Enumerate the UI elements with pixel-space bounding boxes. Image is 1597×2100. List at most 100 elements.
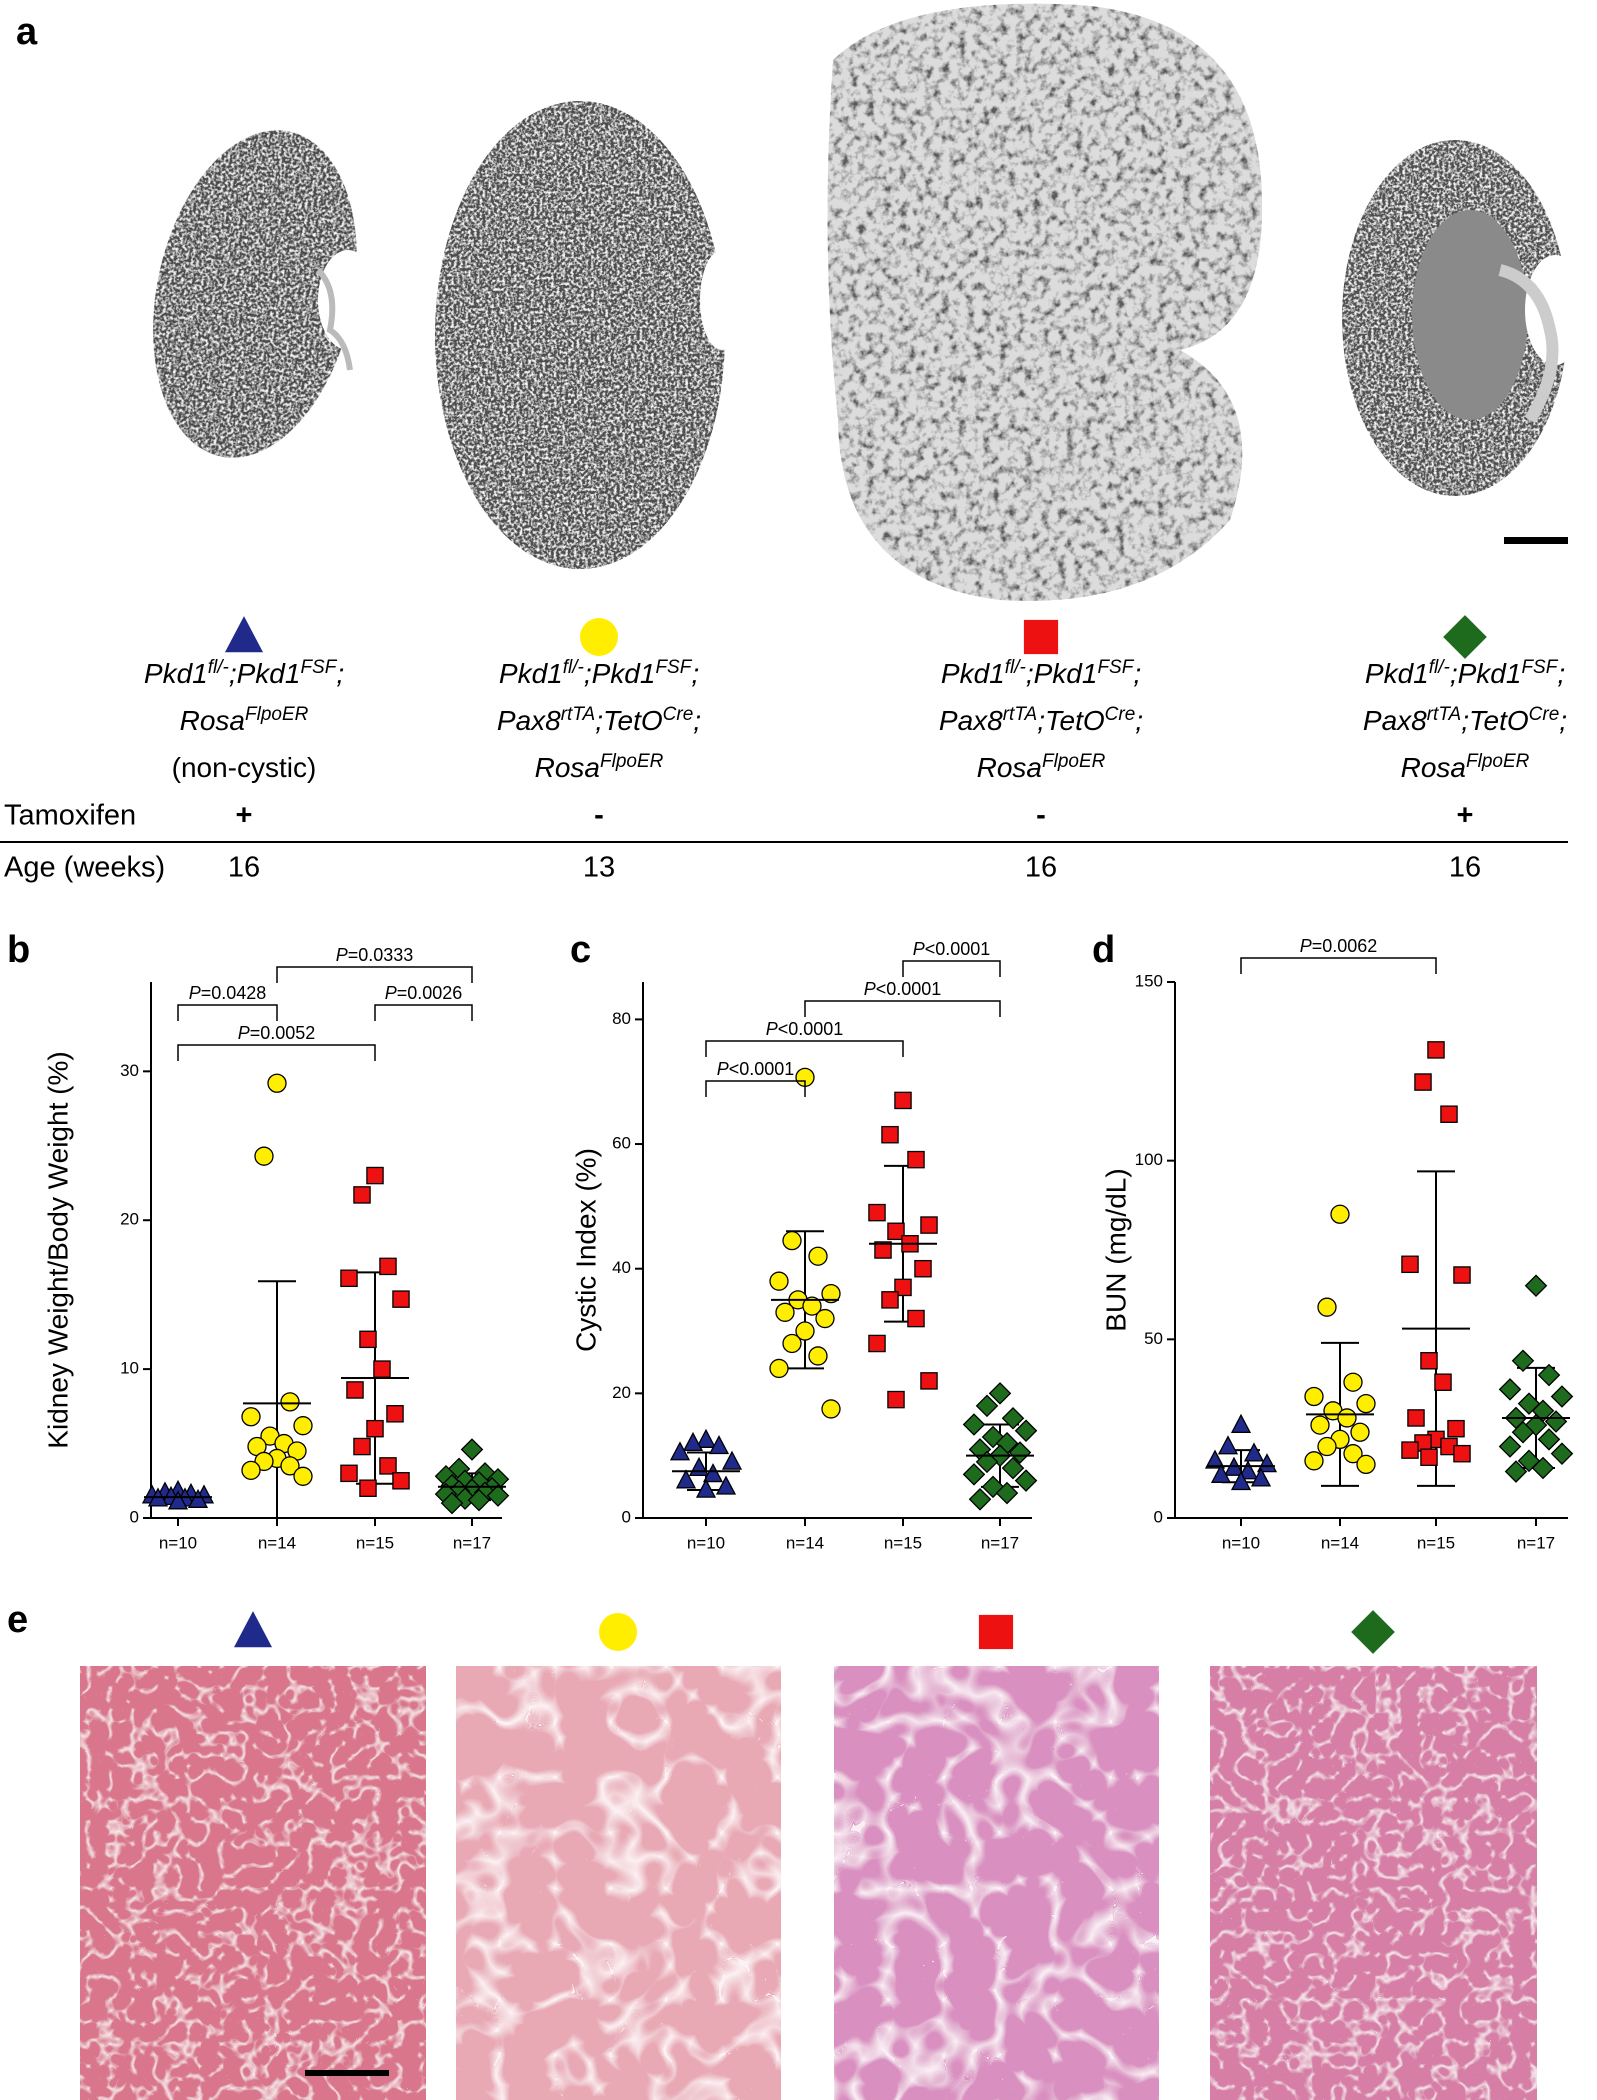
data-point [440, 1491, 464, 1515]
genotype-segment: ;TetO [1037, 705, 1104, 736]
y-tick-label: 0 [622, 1507, 631, 1526]
data-point [1511, 1349, 1535, 1373]
data-point [1427, 1041, 1445, 1059]
table-cell: - [594, 800, 604, 832]
p-value: P<0.0001 [864, 979, 942, 999]
p-text: <0.0001 [729, 1059, 795, 1079]
x-tick-label: n=17 [1517, 1533, 1555, 1552]
significance-bracket [1240, 957, 1437, 974]
data-point [187, 1488, 209, 1508]
significance-bracket [705, 1040, 904, 1057]
x-tick-label: n=17 [453, 1533, 491, 1552]
panel-label: a [16, 11, 38, 53]
data-point [874, 1241, 892, 1259]
genotype-segment: FlpoER [1466, 751, 1530, 772]
data-point [920, 1216, 938, 1234]
y-axis-label: BUN (mg/dL) [1100, 1168, 1131, 1331]
data-point [1337, 1408, 1357, 1428]
group-symbol [599, 1613, 637, 1651]
genotype-segment: rtTA [1003, 704, 1037, 725]
genotype-segment: Pax8 [1363, 705, 1427, 736]
x-tick-label: n=15 [1417, 1533, 1455, 1552]
genotype-line: RosaFlpoER [180, 704, 309, 737]
row-label: Age (weeks) [4, 852, 165, 884]
genotype-segment: Pkd1 [144, 658, 208, 689]
data-point [241, 1460, 261, 1481]
genotype-segment: FlpoER [600, 751, 664, 772]
p-symbol: P [717, 1059, 729, 1079]
data-point [1504, 1460, 1528, 1483]
genotype-segment: ;TetO [1461, 705, 1528, 736]
data-point [1230, 1470, 1252, 1491]
genotype-segment: Pax8 [939, 705, 1003, 736]
genotype-segment: ; [691, 658, 699, 689]
genotype-segment: FlpoER [245, 704, 309, 725]
p-text: =0.0333 [348, 945, 414, 965]
data-point [1356, 1394, 1376, 1414]
data-point [894, 1278, 912, 1297]
data-point [359, 1330, 377, 1349]
y-tick-label: 40 [612, 1258, 631, 1277]
genotype-segment: Rosa [1401, 752, 1466, 783]
genotype-segment: ; [1557, 658, 1565, 689]
genotype-segment: FSF [1521, 657, 1558, 678]
genotype-segment: Pkd1 [499, 658, 563, 689]
data-point [782, 1231, 802, 1251]
table-cell: 13 [583, 852, 615, 884]
genotype-segment: Rosa [180, 705, 245, 736]
plot-clip [687, 1164, 1019, 1491]
x-tick-label: n=14 [786, 1533, 824, 1552]
data-point [695, 1428, 717, 1448]
data-point [682, 1431, 704, 1452]
data-point [962, 1463, 986, 1486]
data-point [1511, 1420, 1535, 1444]
y-tick-label: 20 [120, 1210, 139, 1229]
p-text: =0.0062 [1312, 936, 1378, 956]
data-point [821, 1283, 841, 1304]
data-point [392, 1290, 410, 1308]
table-cell: + [1457, 800, 1474, 832]
data-point [1453, 1266, 1471, 1284]
genotype-line: Pkd1fl/-;Pkd1FSF; [144, 657, 344, 690]
data-point [1014, 1419, 1038, 1443]
x-tick-label: n=14 [258, 1533, 296, 1552]
genotype-segment: ;Pkd1 [1026, 658, 1098, 689]
row-label: Tamoxifen [4, 800, 136, 832]
data-point [1330, 1204, 1350, 1224]
genotype-segment: ;Pkd1 [584, 658, 656, 689]
data-point [1356, 1454, 1376, 1475]
data-point [1008, 1441, 1032, 1464]
genotype-segment: FlpoER [1042, 751, 1106, 772]
table-cell: + [236, 800, 253, 832]
p-text: =0.0052 [250, 1023, 316, 1043]
x-tick-label: n=10 [687, 1533, 725, 1552]
y-tick-label: 30 [120, 1061, 139, 1080]
data-point [808, 1246, 828, 1266]
significance-bracket [177, 1004, 278, 1021]
data-point [353, 1437, 371, 1456]
x-tick-label: n=15 [356, 1533, 394, 1552]
significance-bracket [177, 1044, 376, 1061]
significance-bracket [804, 1000, 1001, 1017]
data-point [1310, 1415, 1330, 1435]
data-point [254, 1146, 274, 1166]
genotype-segment: (non-cystic) [172, 752, 317, 783]
data-point [669, 1441, 691, 1461]
data-point [167, 1490, 189, 1510]
p-value: P=0.0062 [1300, 936, 1378, 956]
data-point [1440, 1105, 1458, 1123]
genotype-line: Pkd1fl/-;Pkd1FSF; [941, 657, 1141, 690]
data-point [366, 1166, 384, 1185]
p-value: P<0.0001 [913, 939, 991, 959]
data-point [1217, 1435, 1239, 1455]
p-text: <0.0001 [778, 1019, 844, 1039]
y-tick-label: 0 [1154, 1507, 1163, 1526]
data-point [460, 1438, 484, 1461]
data-point [782, 1333, 802, 1354]
data-point [1317, 1436, 1337, 1457]
data-point [881, 1125, 899, 1144]
data-point [1401, 1255, 1419, 1274]
data-point [280, 1392, 300, 1412]
data-point [1250, 1467, 1272, 1487]
p-text: <0.0001 [925, 939, 991, 959]
